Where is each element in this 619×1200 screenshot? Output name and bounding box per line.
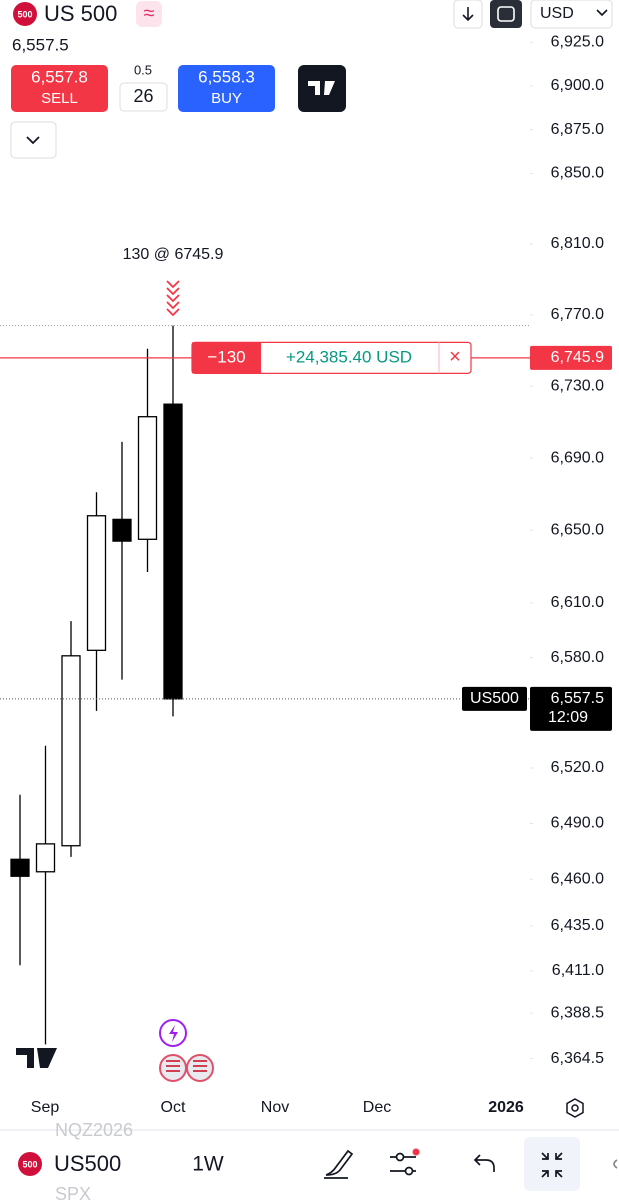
spacer (164, 1091, 176, 1097)
candle-body (10, 858, 30, 877)
y-tick-label: 6,411.0 (552, 962, 604, 979)
trade-arrow (166, 308, 180, 317)
collapse-button[interactable] (524, 1137, 580, 1191)
fullscreen-button[interactable] (490, 0, 522, 28)
notification-dot (412, 1148, 420, 1156)
order-qty-bg (192, 342, 261, 374)
symbol-name[interactable]: US 500 (44, 1, 117, 26)
collapse-icon (541, 1152, 563, 1178)
fullscreen-icon (497, 6, 515, 22)
y-tick-label: 6,650.0 (551, 521, 604, 538)
y-tick-label: 6,690.0 (551, 449, 604, 466)
faded-symbol: NQZ2026 (55, 1120, 133, 1140)
buy-button[interactable] (178, 65, 275, 112)
y-tick-label: 6,770.0 (551, 306, 604, 323)
y-tick-label: 6,850.0 (551, 165, 604, 182)
footer-logo-text: 500 (22, 1159, 37, 1169)
last-price-badge (530, 686, 612, 731)
order-quantity: −130 (207, 347, 245, 366)
settings-icon[interactable] (566, 1098, 584, 1118)
trade-arrow (166, 301, 180, 310)
x-axis-label: Dec (363, 1099, 391, 1116)
last-symbol: US500 (470, 690, 519, 707)
x-axis-label: Sep (31, 1099, 60, 1116)
currency-dropdown[interactable] (530, 0, 613, 29)
spread-bottom: 26 (133, 86, 153, 106)
symbol-logo (13, 2, 37, 26)
order-pnl: +24,385.40 USD (286, 347, 412, 366)
x-axis-label: Nov (261, 1099, 289, 1116)
tv-button[interactable] (298, 65, 346, 112)
y-tick-label: 6,460.0 (551, 870, 604, 887)
last-price-label: 6,557.5 (551, 690, 604, 707)
order-price-label: 6,745.9 (551, 349, 604, 366)
last-price: 6,557.5 (12, 35, 69, 54)
x-axis-label: 2026 (488, 1099, 524, 1116)
order-price-badge (530, 345, 612, 370)
y-tick-label: 6,388.5 (551, 1004, 604, 1021)
sell-label: SELL (41, 90, 78, 107)
y-tick-label: 6,580.0 (551, 649, 604, 666)
tv-watermark (16, 1048, 57, 1068)
spread-top: 0.5 (134, 62, 152, 77)
faded-symbol: SPX (55, 1184, 91, 1200)
y-tick-label: 6,435.0 (551, 917, 604, 934)
y-tick-label: 6,490.0 (551, 815, 604, 832)
footer-symbol[interactable]: US500 (54, 1151, 121, 1176)
dropdown-chevron (596, 9, 608, 17)
candle-body (112, 518, 132, 542)
down-arrow-icon (462, 7, 474, 22)
candle-body (163, 403, 183, 700)
sell-price: 6,557.8 (31, 67, 88, 86)
sell-button[interactable] (11, 65, 108, 112)
y-tick-label: 6,730.0 (551, 377, 604, 394)
y-tick-label: 6,875.0 (551, 121, 604, 138)
event-flag[interactable] (186, 1054, 214, 1082)
draw-tool[interactable] (324, 1149, 354, 1179)
y-tick-label: 6,610.0 (551, 594, 604, 611)
y-tick-label: 6,520.0 (551, 759, 604, 776)
tv-logo (308, 81, 335, 95)
trade-arrow (166, 280, 180, 289)
edge-icon (613, 1159, 618, 1169)
x-axis-label: Oct (161, 1099, 186, 1116)
event-flag[interactable] (159, 1054, 187, 1082)
expand-button[interactable] (10, 121, 57, 159)
undo-button[interactable] (473, 1154, 495, 1172)
countdown: 12:09 (548, 709, 588, 726)
footer-logo (18, 1152, 42, 1176)
settings-icon-center (571, 1104, 579, 1112)
buy-label: BUY (211, 90, 242, 107)
symbol-icon-bg (136, 1, 162, 27)
symbol-icon: ≈ (144, 2, 155, 24)
logo-text: 500 (17, 9, 32, 19)
last-symbol-badge (462, 686, 527, 711)
y-tick-label: 6,810.0 (551, 235, 604, 252)
event-bolt (169, 1025, 178, 1042)
candle-body (35, 843, 56, 873)
slider-knob (395, 1152, 405, 1162)
order-close[interactable]: × (449, 346, 461, 368)
quantity-box[interactable] (119, 82, 168, 112)
y-tick-label: 6,900.0 (551, 77, 604, 94)
trade-arrow (166, 287, 180, 296)
slider-knob (404, 1166, 414, 1176)
expand-chevron (26, 136, 40, 145)
currency: USD (540, 5, 574, 22)
candle-body (61, 655, 81, 847)
flag-stripes (166, 1060, 207, 1072)
candle-body (137, 416, 158, 540)
trade-arrow (166, 294, 180, 303)
trade-annotation: 130 @ 6745.9 (123, 246, 224, 263)
y-tick-label: 6,925.0 (551, 34, 604, 51)
candle-body (86, 515, 107, 651)
buy-price: 6,558.3 (198, 67, 255, 86)
interval[interactable]: 1W (192, 1153, 224, 1176)
y-tick-label: 6,364.5 (551, 1050, 604, 1067)
